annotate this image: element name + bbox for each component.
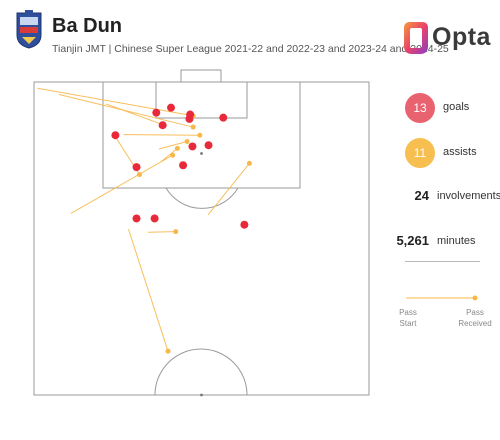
goal-marker-6 [185, 114, 194, 123]
assists-stat: 11 assists [395, 138, 500, 172]
involvements-stat: 24 involvements [395, 182, 500, 216]
centre-spot [200, 393, 203, 397]
assist-pass-received-2 [190, 124, 196, 130]
goals-label: goals [443, 101, 470, 113]
assist-pass-received-8 [170, 152, 176, 158]
goal [180, 69, 222, 83]
opta-logo-icon [404, 22, 428, 54]
goals-layer [111, 103, 249, 229]
goal-marker-10 [179, 161, 188, 170]
minutes-count: 5,261 [396, 233, 429, 248]
goal-marker-11 [132, 163, 141, 172]
minutes-stat: 5,261 minutes [395, 227, 500, 261]
goal-marker-8 [188, 142, 197, 151]
minutes-label: minutes [437, 235, 476, 247]
player-name: Ba Dun [52, 15, 122, 37]
assist-pass-received-9 [246, 160, 252, 166]
goal-marker-2 [158, 121, 167, 130]
club-crest-icon [16, 10, 42, 49]
assist-pass-line-7 [160, 147, 178, 162]
legend-end-line2: Received [458, 319, 492, 328]
penalty-arc [165, 187, 239, 209]
goal-marker-5 [167, 103, 176, 112]
legend-end-line1: Pass [466, 308, 484, 317]
involvements-count: 24 [414, 188, 429, 203]
assist-pass-line-3 [105, 103, 165, 126]
centre-circle [154, 348, 248, 396]
assists-label: assists [443, 146, 477, 158]
subtitle: Tianjin JMT | Chinese Super League 2021-… [52, 43, 449, 55]
pitch-lines [33, 69, 370, 396]
penalty-spot [200, 152, 203, 155]
assist-pass-line-8 [70, 154, 173, 214]
involvements-label: involvements [437, 190, 500, 202]
assist-pass-line-11 [127, 228, 169, 352]
assist-pass-received-10 [173, 229, 179, 235]
goal-marker-14 [240, 220, 249, 229]
legend-pass-line [406, 295, 478, 301]
six-yard-box [155, 81, 248, 119]
goals-stat: 13 goals [395, 93, 500, 127]
opta-wordmark: Opta [432, 23, 491, 51]
legend-pass-start: Pass Start [395, 307, 421, 329]
stats-divider [405, 261, 480, 262]
goals-count: 13 [405, 93, 435, 123]
assist-pass-line-6 [158, 140, 188, 150]
goal-marker-4 [219, 113, 228, 122]
goal-marker-1 [152, 108, 161, 117]
legend-start-line2: Start [399, 319, 417, 328]
goal-marker-7 [111, 131, 120, 140]
assist-pass-received-11 [165, 348, 171, 354]
assist-pass-line-4 [123, 134, 200, 136]
assist-pass-line-10 [147, 231, 176, 233]
goal-marker-13 [150, 214, 159, 223]
pitch-outline [33, 81, 370, 396]
assist-pass-received-6 [184, 138, 190, 144]
assist-pass-line-9 [207, 163, 250, 216]
goal-marker-12 [132, 214, 141, 223]
assist-pass-received-4 [197, 132, 203, 138]
assists-layer [37, 87, 252, 354]
header: Ba Dun Tianjin JMT | Chinese Super Leagu… [0, 0, 500, 70]
assist-pass-received-7 [174, 145, 180, 151]
assists-count: 11 [405, 138, 435, 168]
assist-pass-line-1 [37, 87, 194, 117]
legend-pass-received: Pass Received [457, 307, 493, 329]
legend-start-line1: Pass [399, 308, 417, 317]
goal-marker-9 [204, 141, 213, 150]
legend: Pass Start Pass Received [395, 290, 500, 335]
